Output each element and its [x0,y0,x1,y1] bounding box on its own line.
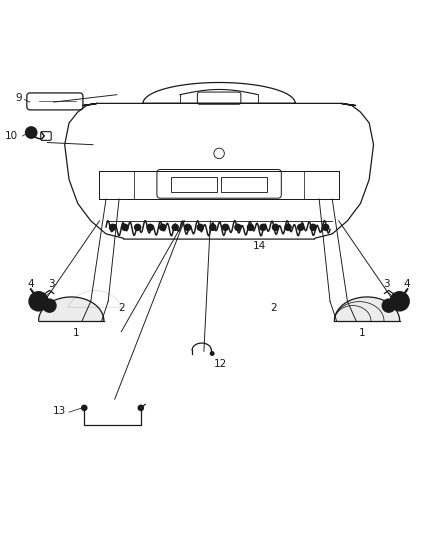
Bar [221,177,267,192]
Bar [99,171,134,199]
Circle shape [310,224,316,230]
Circle shape [25,127,37,138]
Text: 2: 2 [270,303,276,313]
Text: 9: 9 [16,93,22,103]
Bar [304,171,339,199]
Circle shape [247,224,254,230]
Text: 1: 1 [358,328,365,338]
Circle shape [43,299,56,312]
Bar [171,177,217,192]
Text: 3: 3 [48,279,55,289]
Text: 10: 10 [5,131,18,141]
Circle shape [272,224,279,230]
Circle shape [185,224,191,230]
Circle shape [172,224,178,230]
Circle shape [138,405,143,410]
Circle shape [110,224,116,230]
Text: 2: 2 [118,303,125,313]
Circle shape [382,299,395,312]
Circle shape [29,292,48,311]
Circle shape [223,224,229,230]
Circle shape [390,292,409,311]
Text: 4: 4 [28,279,35,289]
Text: 13: 13 [53,406,66,416]
Circle shape [323,224,329,230]
Circle shape [197,224,203,230]
Circle shape [134,224,141,230]
Circle shape [285,224,291,230]
Text: 14: 14 [253,241,266,251]
Text: 12: 12 [214,359,227,369]
Circle shape [210,224,216,230]
Text: 1: 1 [73,328,80,338]
Circle shape [297,224,304,230]
Circle shape [235,224,241,230]
Circle shape [122,224,128,230]
Circle shape [159,224,166,230]
Circle shape [210,352,214,355]
Circle shape [147,224,153,230]
Circle shape [260,224,266,230]
Circle shape [81,405,87,410]
Text: 3: 3 [383,279,390,289]
Text: 4: 4 [404,279,410,289]
